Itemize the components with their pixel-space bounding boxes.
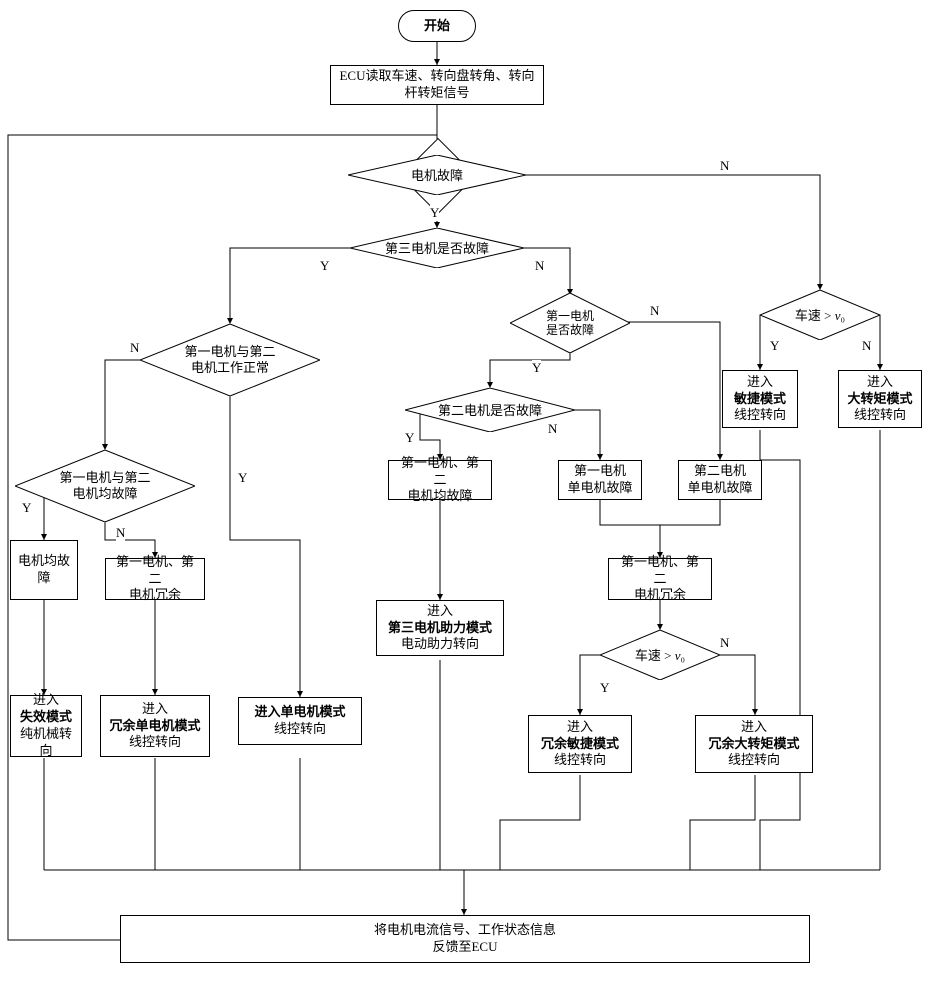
d-m1m2-fail: 第一电机与第二电机均故障	[15, 450, 195, 522]
feedback-box: 将电机电流信号、工作状态信息 反馈至ECU	[120, 915, 810, 963]
d-speed1: 车速 > v₀	[760, 290, 880, 340]
m-fail: 进入 失效模式 纯机械转向	[10, 695, 82, 757]
d-motor3: 第三电机是否故障	[350, 228, 524, 268]
yn: N	[535, 258, 544, 274]
svg-text:电机均故障: 电机均故障	[72, 486, 137, 501]
yn: Y	[430, 205, 439, 221]
yn: Y	[600, 680, 609, 696]
svg-text:电机工作正常: 电机工作正常	[191, 360, 269, 375]
yn: N	[862, 338, 871, 354]
b-m1-fail: 第一电机 单电机故障	[558, 460, 642, 500]
b-m1-fail-text: 第一电机 单电机故障	[567, 463, 632, 497]
yn: Y	[22, 500, 31, 516]
b-all-fail-text: 电机均故障	[17, 553, 71, 587]
yn: Y	[238, 470, 247, 486]
yn: N	[548, 421, 557, 437]
svg-text:是否故障: 是否故障	[546, 322, 594, 337]
b-m12-red-text: 第一电机、第二 电机冗余	[112, 554, 198, 605]
start-node: 开始	[398, 10, 476, 42]
svg-text:第一电机与第二: 第一电机与第二	[59, 470, 150, 485]
svg-text:第一电机与第二: 第一电机与第二	[184, 344, 275, 359]
yn: N	[650, 303, 659, 319]
svg-text:第三电机是否故障: 第三电机是否故障	[385, 241, 489, 256]
ecu-read-text: ECU读取车速、转向盘转角、转向 杆转矩信号	[339, 68, 534, 102]
b-both-fail-text: 第一电机、第二 电机均故障	[395, 455, 485, 506]
m-redagile: 进入 冗余敏捷模式 线控转向	[528, 715, 632, 773]
feedback-text: 将电机电流信号、工作状态信息 反馈至ECU	[374, 922, 556, 956]
yn: N	[720, 635, 729, 651]
d-m1m2-ok: 第一电机与第二电机工作正常	[140, 324, 320, 396]
b-m12-red: 第一电机、第二 电机冗余	[105, 558, 205, 600]
b-both-fail: 第一电机、第二 电机均故障	[388, 460, 492, 500]
m-redsingle: 进入 冗余单电机模式 线控转向	[100, 695, 210, 757]
yn: N	[720, 158, 729, 174]
m-redtorque: 进入 冗余大转矩模式 线控转向	[695, 715, 813, 773]
m-m3assist: 进入 第三电机助力模式 电动助力转向	[376, 600, 504, 656]
start-label: 开始	[424, 18, 450, 35]
svg-text:第二电机是否故障: 第二电机是否故障	[438, 403, 542, 418]
svg-text:车速 > v₀: 车速 > v₀	[795, 308, 845, 323]
d-speed2: 车速 > v₀	[600, 630, 720, 680]
b-all-fail: 电机均故障	[10, 540, 78, 600]
b-m12-red2: 第一电机、第二 电机冗余	[608, 558, 712, 600]
svg-text:电机故障: 电机故障	[411, 168, 463, 183]
m-torque: 进入 大转矩模式 线控转向	[838, 370, 922, 428]
m-agile: 进入 敏捷模式 线控转向	[722, 370, 798, 428]
yn: Y	[320, 258, 329, 274]
b-m2-fail-text: 第二电机 单电机故障	[687, 463, 752, 497]
d-m1: 第一电机是否故障	[510, 293, 630, 353]
yn: Y	[405, 430, 414, 446]
yn: Y	[770, 338, 779, 354]
svg-text:车速 > v₀: 车速 > v₀	[635, 648, 685, 663]
b-m2-fail: 第二电机 单电机故障	[678, 460, 762, 500]
m-single: 进入单电机模式 线控转向	[238, 697, 362, 745]
svg-text:第一电机: 第一电机	[546, 309, 594, 323]
b-m12-red2-text: 第一电机、第二 电机冗余	[615, 554, 705, 605]
yn: Y	[532, 360, 541, 376]
yn: N	[116, 525, 125, 541]
yn: N	[130, 340, 139, 356]
ecu-read-box: ECU读取车速、转向盘转角、转向 杆转矩信号	[330, 65, 544, 105]
